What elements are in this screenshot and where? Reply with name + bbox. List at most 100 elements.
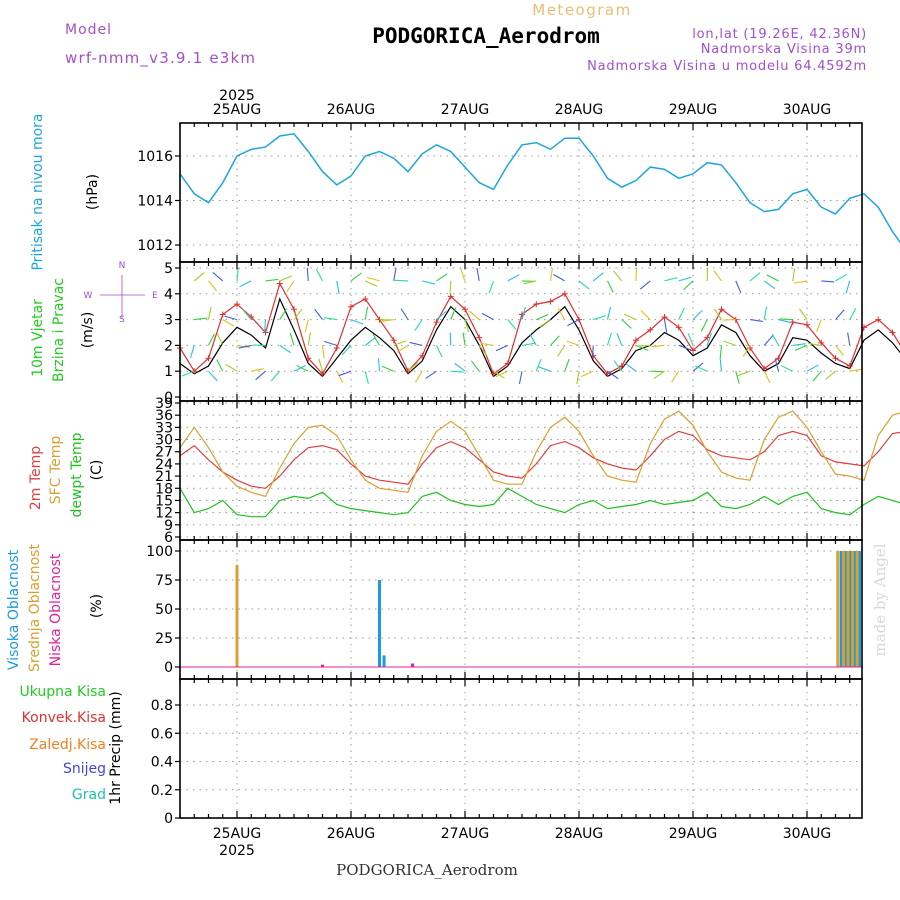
model-elevation-label: Nadmorska Visina u modelu 64.4592m: [587, 59, 867, 74]
wind-direction-arrow: [265, 278, 279, 282]
gust-marker: [761, 365, 768, 372]
gust-marker: [590, 352, 597, 359]
wind-direction-arrow: [671, 370, 680, 383]
cloud-bar: [836, 551, 840, 667]
wind-direction-arrow: [766, 274, 779, 282]
panel-pressure: 1012 1014 1016: [137, 122, 900, 263]
bottom-day-label: 30AUG: [783, 826, 832, 842]
wind-direction-arrow: [507, 319, 517, 330]
wind-direction-arrow: [341, 345, 352, 356]
wind-direction-arrow: [293, 364, 306, 372]
bottom-day-label: 28AUG: [555, 826, 604, 842]
y-tick-label: 21: [155, 469, 173, 485]
wind-direction-arrow: [314, 308, 323, 320]
gust-marker: [846, 363, 853, 370]
gust-marker: [818, 339, 825, 346]
wind-direction-arrow: [763, 335, 774, 346]
cloud-bar: [855, 551, 859, 667]
lonlat-label: lon,lat (19.26E, 42.36N): [692, 27, 867, 42]
gust-marker: [647, 326, 654, 333]
wind-direction-arrow: [616, 333, 623, 346]
wind-direction-arrow: [264, 319, 267, 333]
wind-direction-arrow: [304, 319, 309, 333]
wind-direction-arrow: [792, 343, 806, 346]
gust-marker: [704, 334, 711, 341]
footer-station: PODGORICA_Aerodrom: [336, 861, 518, 879]
y-tick-label: 9: [164, 518, 173, 534]
wind-direction-arrow: [523, 280, 537, 285]
wind-direction-arrow: [536, 313, 549, 321]
gust-marker: [889, 329, 896, 336]
gust-marker: [390, 337, 397, 344]
wind-direction-arrow: [225, 363, 238, 372]
wind-direction-arrow: [521, 342, 535, 346]
cloud-bar: [848, 551, 852, 667]
label-wind-2: Brzina i Pravac: [51, 278, 67, 382]
wind-direction-arrow: [450, 370, 464, 373]
gust-marker: [362, 295, 369, 302]
cloud-bar: [321, 664, 324, 667]
wind-direction-arrow: [778, 319, 792, 324]
wind-direction-arrow: [835, 309, 845, 320]
wind-direction-arrow: [847, 332, 851, 346]
wind-direction-arrow: [651, 344, 665, 348]
wind-direction-arrow: [821, 280, 835, 283]
wind-direction-arrow: [564, 358, 570, 372]
gust-marker: [476, 334, 483, 341]
wind-direction-arrow: [763, 306, 768, 320]
gust-marker: [618, 363, 625, 370]
wind-direction-arrow: [207, 306, 212, 320]
wind-direction-arrow: [422, 280, 435, 285]
y-tick-label: 3: [164, 313, 173, 329]
y-tick-label: 25: [155, 631, 173, 647]
wind-direction-arrow: [194, 317, 208, 321]
gust-marker: [633, 337, 639, 344]
wind-direction-arrow: [238, 344, 252, 349]
wind-direction-arrow: [794, 280, 808, 284]
y-tick-label: 0: [164, 390, 173, 406]
wind-direction-arrow: [481, 312, 494, 321]
compass-letter: W: [84, 291, 93, 301]
wind-direction-arrow: [737, 370, 751, 377]
label-sfctemp: SFC Temp: [48, 436, 64, 505]
wind-direction-arrow: [454, 362, 466, 372]
wind-direction-arrow: [678, 276, 692, 282]
cloud-bar: [844, 551, 848, 667]
label-dewpoint: dewpt Temp: [69, 432, 85, 517]
wind-direction-arrow: [488, 280, 495, 294]
gust-marker: [875, 316, 882, 323]
wind-direction-arrow: [774, 358, 780, 372]
series-line-2m-temp: [179, 430, 900, 489]
precip-legend-item: Ukupna Kisa: [19, 684, 106, 700]
wind-direction-arrow: [849, 368, 863, 372]
bottom-day-labels: 25AUG 26AUG 27AUG 28AUG 29AUG 30AUG: [213, 826, 832, 842]
model-label: Model: [65, 22, 112, 38]
top-day-label: 25AUG: [213, 102, 262, 118]
gust-marker: [305, 355, 312, 362]
wind-direction-arrow: [535, 358, 542, 372]
y-tick-label: 2: [164, 338, 173, 354]
wind-direction-arrow: [637, 344, 651, 347]
wind-direction-arrow: [436, 345, 443, 358]
y-tick-label: 1016: [137, 149, 173, 165]
top-day-labels: 25AUG 26AUG 27AUG 28AUG 29AUG 30AUG: [213, 102, 832, 118]
gust-marker: [433, 319, 440, 326]
wind-direction-arrow: [816, 319, 822, 332]
gust-marker: [234, 301, 240, 308]
wind-direction-arrow: [279, 275, 292, 282]
wind-direction-arrow: [476, 268, 480, 281]
wind-direction-arrow: [779, 318, 793, 321]
cloud-bar: [378, 580, 381, 667]
wind-direction-arrow: [557, 308, 566, 320]
wind-direction-arrow: [607, 280, 614, 293]
gust-marker: [262, 329, 269, 336]
wind-direction-arrow: [315, 269, 323, 282]
wind-direction-arrow: [812, 370, 822, 382]
wind-direction-arrow: [713, 308, 722, 320]
cloud-bar: [235, 564, 239, 667]
wind-direction-arrow: [208, 333, 215, 346]
wind-direction-arrow: [742, 345, 751, 357]
wind-direction-arrow: [567, 319, 580, 327]
label-wind-1: 10m Vjetar: [30, 299, 46, 377]
wind-direction-arrow: [713, 270, 722, 282]
